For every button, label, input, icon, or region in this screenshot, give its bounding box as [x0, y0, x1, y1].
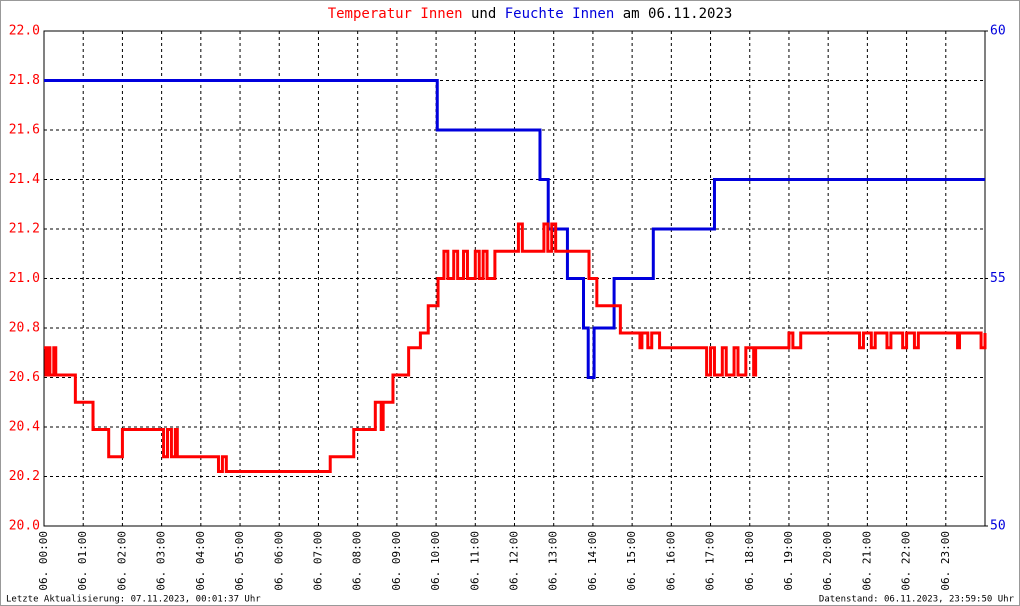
footer-right: Datenstand: 06.11.2023, 23:59:50 Uhr [819, 595, 1015, 605]
x-tick-label: 06. 20:00 [821, 531, 834, 591]
x-tick-label: 06. 19:00 [782, 531, 795, 591]
title-part: am 06.11.2023 [623, 6, 733, 22]
x-tick-label: 06. 02:00 [115, 531, 128, 591]
x-tick-label: 06. 16:00 [664, 531, 677, 591]
x-tick-label: 06. 09:00 [390, 531, 403, 591]
x-tick-label: 06. 07:00 [311, 531, 324, 591]
x-tick-label: 06. 11:00 [468, 531, 481, 591]
x-tick-label: 06. 12:00 [508, 531, 521, 591]
x-tick-label: 06. 00:00 [37, 531, 50, 591]
x-tick-label: 06. 22:00 [900, 531, 913, 591]
chart-title: Temperatur Innen und Feuchte Innen am 06… [328, 6, 733, 22]
y-tick-label: 20.0 [9, 519, 40, 534]
series-line [44, 222, 987, 474]
x-tick-label: 06. 17:00 [704, 531, 717, 591]
x-tick-label: 06. 04:00 [194, 531, 207, 591]
y2-tick-label: 60 [990, 24, 1006, 39]
y-tick-label: 20.2 [9, 469, 40, 484]
x-tick-label: 06. 10:00 [429, 531, 442, 591]
title-part: und [471, 6, 496, 22]
title-part: Temperatur Innen [328, 6, 463, 22]
x-tick-label: 06. 13:00 [547, 531, 560, 591]
x-tick-label: 06. 05:00 [233, 531, 246, 591]
x-tick-label: 06. 21:00 [860, 531, 873, 591]
series-line [44, 79, 985, 379]
y-tick-label: 20.8 [9, 321, 40, 336]
y-tick-label: 21.4 [9, 172, 40, 187]
footer-left: Letzte Aktualisierung: 07.11.2023, 00:01… [6, 595, 261, 605]
y-tick-label: 21.0 [9, 271, 40, 286]
y-tick-label: 21.8 [9, 73, 40, 88]
y-tick-label: 20.6 [9, 370, 40, 385]
y-tick-label: 21.2 [9, 222, 40, 237]
x-tick-label: 06. 06:00 [272, 531, 285, 591]
x-tick-label: 06. 08:00 [351, 531, 364, 591]
x-tick-label: 06. 18:00 [743, 531, 756, 591]
title-part: Feuchte Innen [505, 6, 615, 22]
x-tick-label: 06. 14:00 [586, 531, 599, 591]
x-tick-label: 06. 15:00 [625, 531, 638, 591]
x-tick-label: 06. 23:00 [939, 531, 952, 591]
y2-tick-label: 50 [990, 519, 1006, 534]
plot-border [43, 30, 986, 527]
y2-tick-label: 55 [990, 271, 1006, 286]
y-tick-label: 22.0 [9, 24, 40, 39]
x-tick-label: 06. 03:00 [155, 531, 168, 591]
y-tick-label: 20.4 [9, 420, 40, 435]
y-tick-label: 21.6 [9, 123, 40, 138]
x-tick-label: 06. 01:00 [76, 531, 89, 591]
